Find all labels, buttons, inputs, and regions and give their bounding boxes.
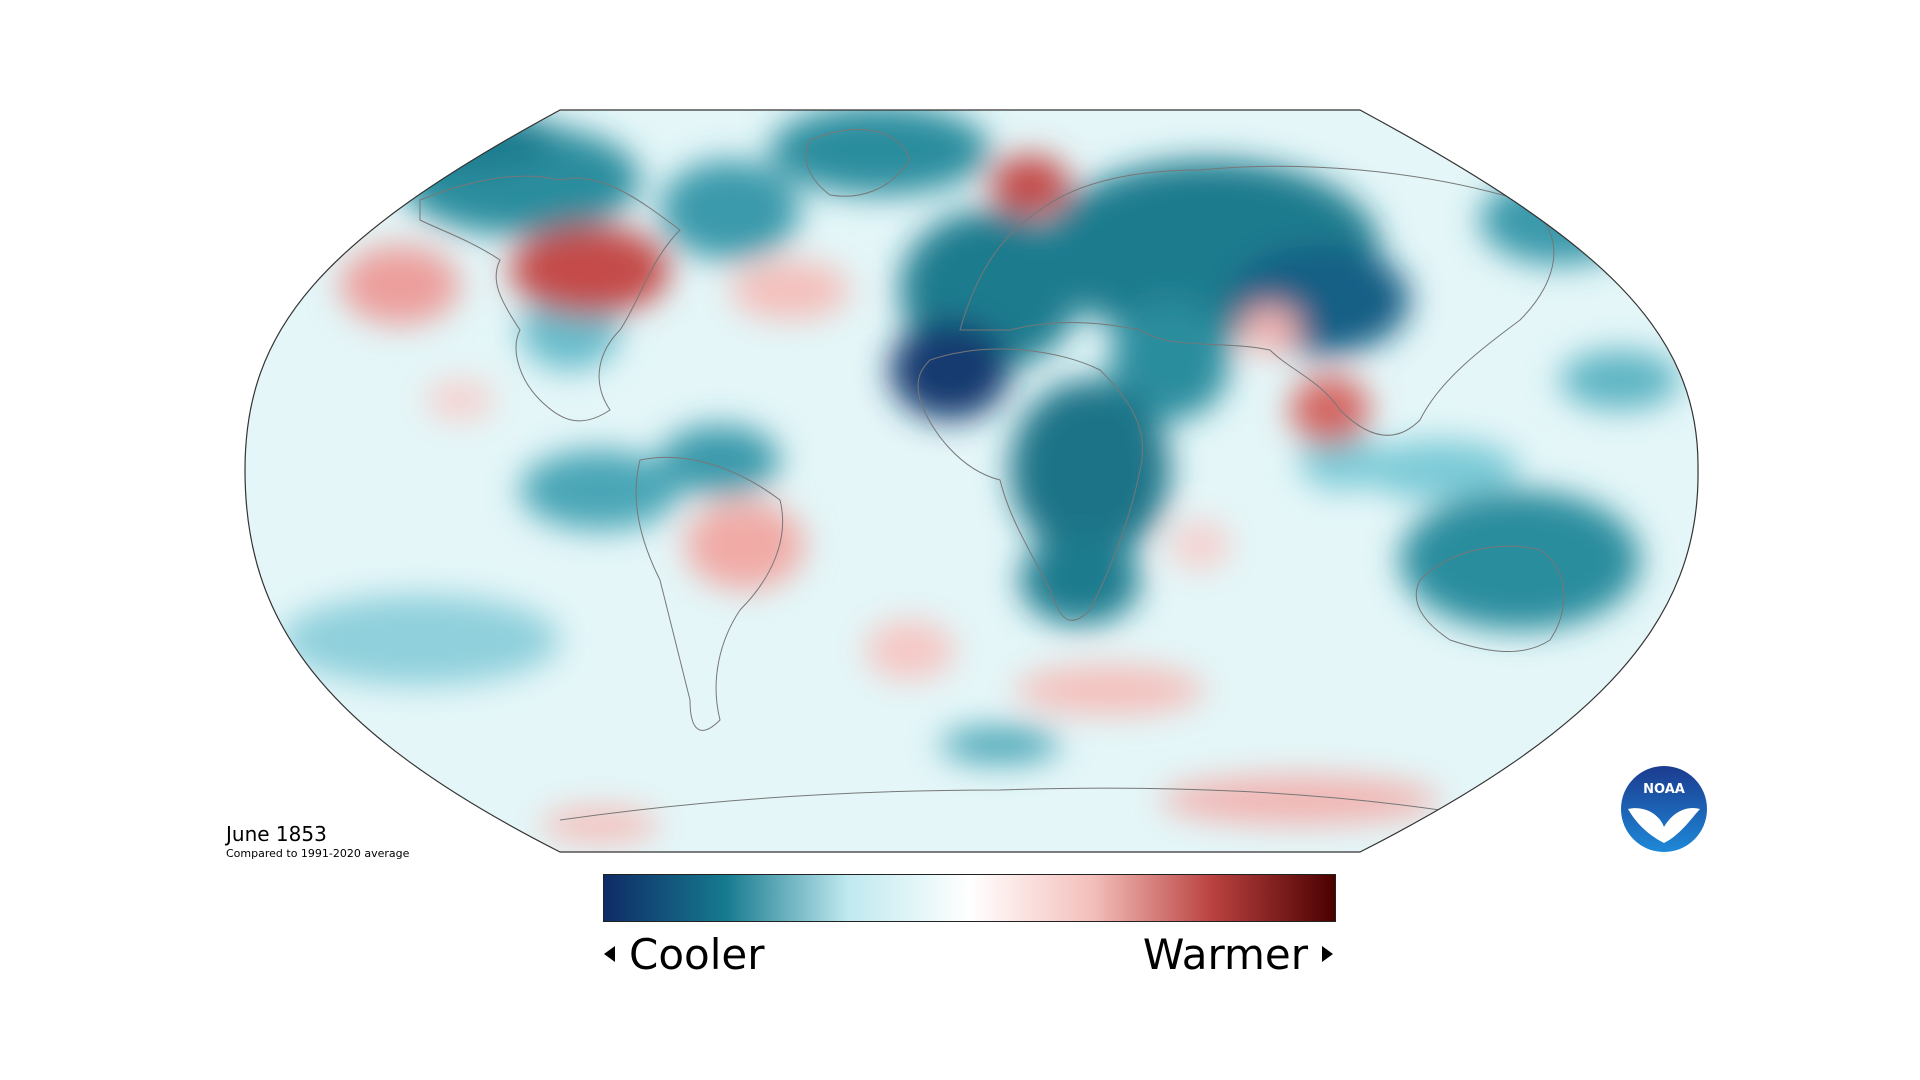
warmer-label: Warmer bbox=[1142, 930, 1308, 979]
noaa-logo: NOAA bbox=[1621, 766, 1707, 852]
coastlines bbox=[419, 129, 1565, 821]
right-triangle-icon bbox=[1322, 945, 1333, 962]
anomaly-field bbox=[245, 110, 1699, 852]
color-scale-bar bbox=[603, 874, 1336, 922]
noaa-text: NOAA bbox=[1643, 782, 1685, 797]
legend-warmer: Warmer bbox=[1143, 929, 1333, 981]
map-caption: June 1853 Compared to 1991-2020 average bbox=[226, 822, 409, 862]
cooler-label: Cooler bbox=[629, 930, 765, 979]
noaa-bird-icon bbox=[1628, 807, 1700, 843]
noaa-circle bbox=[1621, 766, 1707, 852]
legend-cooler: Cooler bbox=[604, 929, 765, 981]
caption-subtitle: Compared to 1991-2020 average bbox=[226, 847, 410, 860]
caption-title: June 1853 bbox=[226, 822, 327, 846]
globe-outline bbox=[244, 109, 1699, 853]
left-triangle-icon bbox=[604, 945, 615, 962]
